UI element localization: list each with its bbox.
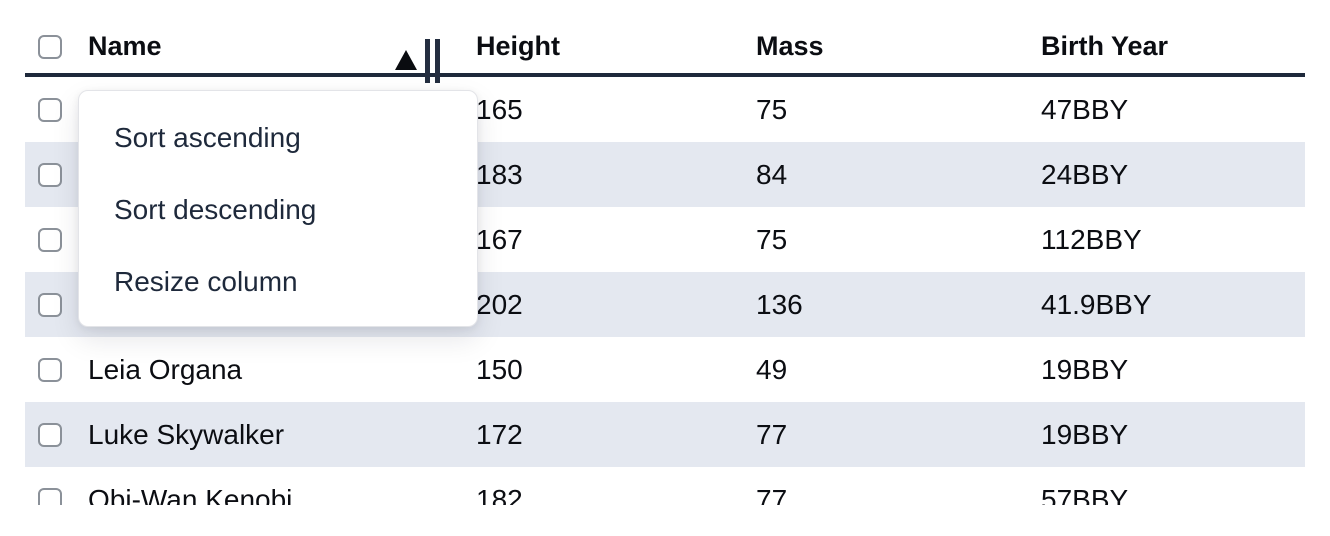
menu-item-sort-ascending[interactable]: Sort ascending (114, 122, 301, 153)
row-checkbox-cell (25, 97, 80, 122)
table-header-row: Name Height Mass Birth Year (25, 20, 1305, 83)
cell-birth-year: 24BBY (1041, 158, 1129, 190)
menu-item-sort-descending[interactable]: Sort descending (114, 194, 317, 225)
column-header-height[interactable]: Height (476, 31, 560, 61)
column-resize-handle-icon[interactable] (425, 39, 440, 83)
row-checkbox[interactable] (38, 422, 62, 447)
resize-bar (435, 39, 440, 83)
cell-height: 183 (476, 158, 523, 190)
row-checkbox[interactable] (38, 227, 62, 252)
row-checkbox-cell (25, 162, 80, 187)
column-header-mass[interactable]: Mass (756, 31, 824, 61)
cell-height: 167 (476, 223, 523, 255)
column-header-name[interactable]: Name (80, 31, 458, 83)
row-checkbox[interactable] (38, 487, 62, 505)
row-checkbox[interactable] (38, 162, 62, 187)
cell-height: 165 (476, 93, 523, 125)
row-checkbox-cell (25, 422, 80, 447)
cell-mass: 75 (756, 93, 788, 125)
header-select-all-cell (25, 34, 80, 59)
cell-name: Leia Organa (88, 353, 243, 385)
cell-mass: 77 (756, 418, 788, 450)
table-row: Obi-Wan Kenobi 182 77 57BBY (25, 467, 1305, 505)
cell-birth-year: 57BBY (1041, 483, 1129, 506)
row-checkbox-cell (25, 357, 80, 382)
cell-mass: 136 (756, 288, 803, 320)
row-checkbox[interactable] (38, 292, 62, 317)
cell-name: Obi-Wan Kenobi (88, 483, 293, 506)
cell-mass: 77 (756, 483, 788, 506)
menu-item-resize-column[interactable]: Resize column (114, 266, 298, 297)
cell-birth-year: 19BBY (1041, 418, 1129, 450)
cell-mass: 49 (756, 353, 788, 385)
cell-mass: 75 (756, 223, 788, 255)
row-checkbox-cell (25, 487, 80, 505)
cell-name: Luke Skywalker (88, 418, 285, 450)
column-header-birth-year[interactable]: Birth Year (1041, 31, 1169, 61)
row-checkbox[interactable] (38, 357, 62, 382)
row-checkbox-cell (25, 292, 80, 317)
cell-birth-year: 41.9BBY (1041, 288, 1152, 320)
cell-height: 182 (476, 483, 523, 506)
row-checkbox[interactable] (38, 97, 62, 122)
cell-height: 172 (476, 418, 523, 450)
row-checkbox-cell (25, 227, 80, 252)
table-row: Leia Organa 150 49 19BBY (25, 337, 1305, 402)
sort-ascending-icon (395, 50, 417, 70)
cell-birth-year: 19BBY (1041, 353, 1129, 385)
column-header-name-label: Name (88, 31, 162, 61)
column-context-menu: Sort ascending Sort descending Resize co… (78, 90, 478, 327)
cell-birth-year: 112BBY (1041, 223, 1142, 255)
cell-birth-year: 47BBY (1041, 93, 1129, 125)
cell-height: 202 (476, 288, 523, 320)
cell-mass: 84 (756, 158, 788, 190)
table-row: Luke Skywalker 172 77 19BBY (25, 402, 1305, 467)
cell-height: 150 (476, 353, 523, 385)
select-all-checkbox[interactable] (38, 34, 62, 59)
resize-bar (425, 39, 430, 83)
